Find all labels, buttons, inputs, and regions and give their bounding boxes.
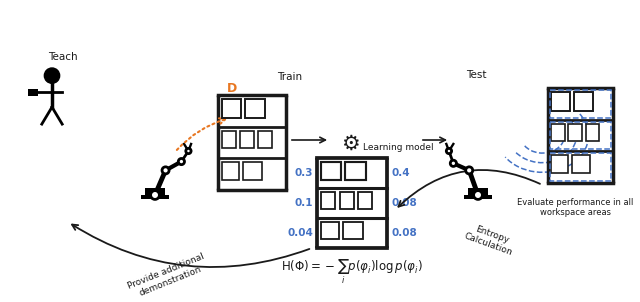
Bar — [573, 92, 593, 111]
Bar — [465, 195, 492, 199]
Text: 0.1: 0.1 — [294, 198, 313, 208]
Bar — [145, 188, 164, 195]
Bar — [550, 90, 611, 118]
Text: 0.4: 0.4 — [391, 168, 410, 178]
Bar — [222, 131, 236, 148]
Circle shape — [474, 191, 483, 199]
Circle shape — [186, 148, 191, 154]
Bar — [552, 124, 564, 141]
Text: 0.04: 0.04 — [287, 228, 313, 238]
Circle shape — [150, 191, 159, 199]
Text: D: D — [227, 82, 237, 95]
Bar — [258, 131, 271, 148]
Bar — [586, 124, 598, 141]
Text: $\mathrm{H}(\Phi) = -\sum_i p(\varphi_i)\log p(\varphi_i)$: $\mathrm{H}(\Phi) = -\sum_i p(\varphi_i)… — [281, 258, 423, 286]
Bar — [550, 122, 611, 149]
Text: 0.08: 0.08 — [391, 198, 417, 208]
Bar — [222, 99, 241, 118]
Bar — [240, 131, 253, 148]
Circle shape — [466, 167, 473, 174]
Text: Evaluate performance in all
workspace areas: Evaluate performance in all workspace ar… — [517, 198, 633, 217]
Bar — [321, 162, 341, 180]
Bar — [245, 99, 265, 118]
Bar — [243, 162, 262, 180]
Circle shape — [179, 159, 184, 165]
Circle shape — [451, 160, 456, 166]
Circle shape — [162, 167, 169, 174]
Text: Train: Train — [277, 72, 303, 82]
Bar — [141, 195, 168, 199]
Text: Provide additional
demonstration: Provide additional demonstration — [127, 252, 209, 300]
Bar — [345, 162, 365, 180]
Bar — [568, 124, 582, 141]
Bar — [28, 89, 38, 96]
Bar — [340, 192, 354, 209]
Bar — [552, 155, 568, 173]
Text: Test: Test — [466, 70, 486, 80]
Text: 0.3: 0.3 — [294, 168, 313, 178]
Bar — [550, 153, 611, 181]
Text: ⚙: ⚙ — [340, 134, 360, 154]
Text: 0.08: 0.08 — [391, 228, 417, 238]
Bar — [222, 162, 239, 180]
Bar — [343, 222, 363, 239]
Bar — [321, 192, 335, 209]
Bar — [552, 92, 570, 111]
Circle shape — [446, 148, 452, 154]
Circle shape — [44, 68, 60, 83]
Bar — [468, 188, 488, 195]
Bar — [358, 192, 372, 209]
Bar — [321, 222, 339, 239]
Text: Entropy
Calculation: Entropy Calculation — [463, 222, 517, 258]
Text: Learning model: Learning model — [363, 143, 434, 153]
Bar — [572, 155, 590, 173]
Text: Teach: Teach — [48, 52, 78, 62]
